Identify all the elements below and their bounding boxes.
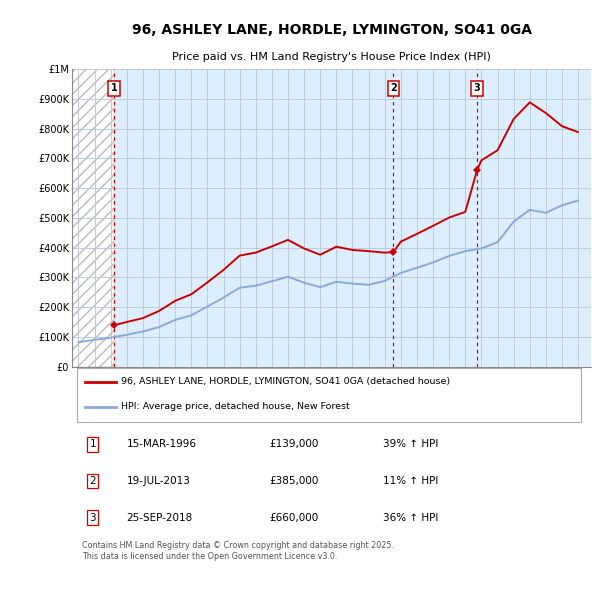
Text: 11% ↑ HPI: 11% ↑ HPI	[383, 476, 439, 486]
Text: 3: 3	[473, 83, 481, 93]
Text: Price paid vs. HM Land Registry's House Price Index (HPI): Price paid vs. HM Land Registry's House …	[172, 52, 491, 62]
Text: 2: 2	[390, 83, 397, 93]
Text: 19-JUL-2013: 19-JUL-2013	[127, 476, 190, 486]
Text: £139,000: £139,000	[269, 440, 319, 450]
Text: Contains HM Land Registry data © Crown copyright and database right 2025.
This d: Contains HM Land Registry data © Crown c…	[82, 540, 394, 562]
Text: 25-SEP-2018: 25-SEP-2018	[127, 513, 193, 523]
Text: 1: 1	[89, 440, 96, 450]
FancyBboxPatch shape	[77, 368, 581, 422]
Text: £660,000: £660,000	[269, 513, 319, 523]
Text: 39% ↑ HPI: 39% ↑ HPI	[383, 440, 439, 450]
Text: £385,000: £385,000	[269, 476, 319, 486]
Text: 15-MAR-1996: 15-MAR-1996	[127, 440, 196, 450]
Text: 3: 3	[89, 513, 96, 523]
Text: HPI: Average price, detached house, New Forest: HPI: Average price, detached house, New …	[121, 402, 350, 411]
Text: 36% ↑ HPI: 36% ↑ HPI	[383, 513, 439, 523]
Text: 96, ASHLEY LANE, HORDLE, LYMINGTON, SO41 0GA: 96, ASHLEY LANE, HORDLE, LYMINGTON, SO41…	[131, 23, 532, 37]
Text: 2: 2	[89, 476, 96, 486]
Text: 1: 1	[110, 83, 118, 93]
Text: 96, ASHLEY LANE, HORDLE, LYMINGTON, SO41 0GA (detached house): 96, ASHLEY LANE, HORDLE, LYMINGTON, SO41…	[121, 377, 451, 386]
